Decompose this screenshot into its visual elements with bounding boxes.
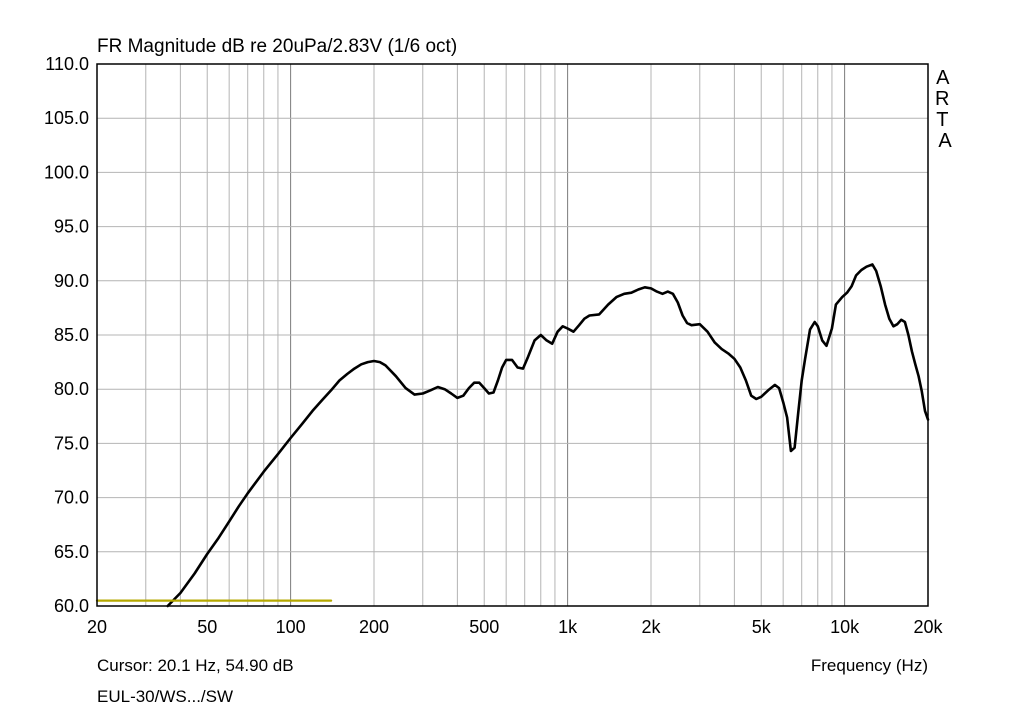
- y-axis-ticks: 110.0 105.0 100.0 95.0 90.0 85.0 80.0 75.0 70.0 6…: [44, 54, 89, 616]
- y-tick-label: 65.0: [54, 542, 89, 562]
- x-tick-label: 20: [87, 617, 107, 637]
- y-tick-label: 80.0: [54, 379, 89, 399]
- x-axis-ticks: 20 50 100 200 500 1k 2k 5k 10k 20k: [87, 617, 944, 637]
- grid-layer: [97, 64, 928, 606]
- x-tick-label: 500: [469, 617, 499, 637]
- measurement-name: EUL-30/WS.../SW: [97, 687, 233, 706]
- x-tick-label: 5k: [752, 617, 772, 637]
- x-axis-label: Frequency (Hz): [811, 656, 928, 675]
- x-tick-label: 1k: [558, 617, 578, 637]
- arta-letter-a2: A: [938, 130, 952, 152]
- y-tick-label: 75.0: [54, 433, 89, 453]
- arta-watermark: A R T A: [935, 67, 955, 152]
- y-tick-label: 70.0: [54, 488, 89, 508]
- y-tick-label: 110.0: [45, 54, 89, 74]
- x-tick-label: 200: [359, 617, 389, 637]
- y-tick-label: 95.0: [54, 217, 89, 237]
- y-tick-label: 85.0: [54, 325, 89, 345]
- x-tick-label: 10k: [830, 617, 860, 637]
- y-tick-label: 105.0: [44, 108, 89, 128]
- y-tick-label: 100.0: [44, 162, 89, 182]
- chart-title: FR Magnitude dB re 20uPa/2.83V (1/6 oct): [97, 36, 457, 57]
- y-tick-label: 90.0: [54, 271, 89, 291]
- frequency-response-line: [166, 263, 930, 608]
- series-layer: [95, 263, 930, 608]
- cursor-readout: Cursor: 20.1 Hz, 54.90 dB: [97, 656, 294, 675]
- y-tick-label: 60.0: [54, 596, 89, 616]
- arta-letter-t: T: [936, 109, 948, 131]
- arta-letter-r: R: [935, 88, 949, 110]
- x-tick-label: 100: [276, 617, 306, 637]
- x-tick-label: 2k: [641, 617, 661, 637]
- plot-frame: [96, 63, 929, 607]
- x-tick-label: 20k: [913, 617, 943, 637]
- x-tick-label: 50: [197, 617, 217, 637]
- arta-letter-a1: A: [936, 67, 950, 89]
